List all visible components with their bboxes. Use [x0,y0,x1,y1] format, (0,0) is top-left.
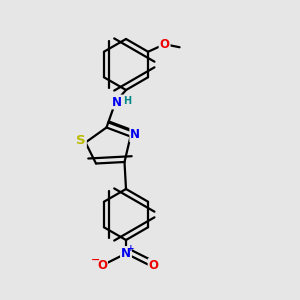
Text: O: O [148,259,159,272]
Text: O: O [97,259,107,272]
Text: +: + [127,244,135,253]
Text: −: − [91,255,101,265]
Text: O: O [160,38,170,51]
Text: N: N [112,95,122,109]
Text: S: S [76,134,86,147]
Text: N: N [130,128,140,142]
Text: H: H [123,95,131,106]
Text: N: N [121,247,131,260]
